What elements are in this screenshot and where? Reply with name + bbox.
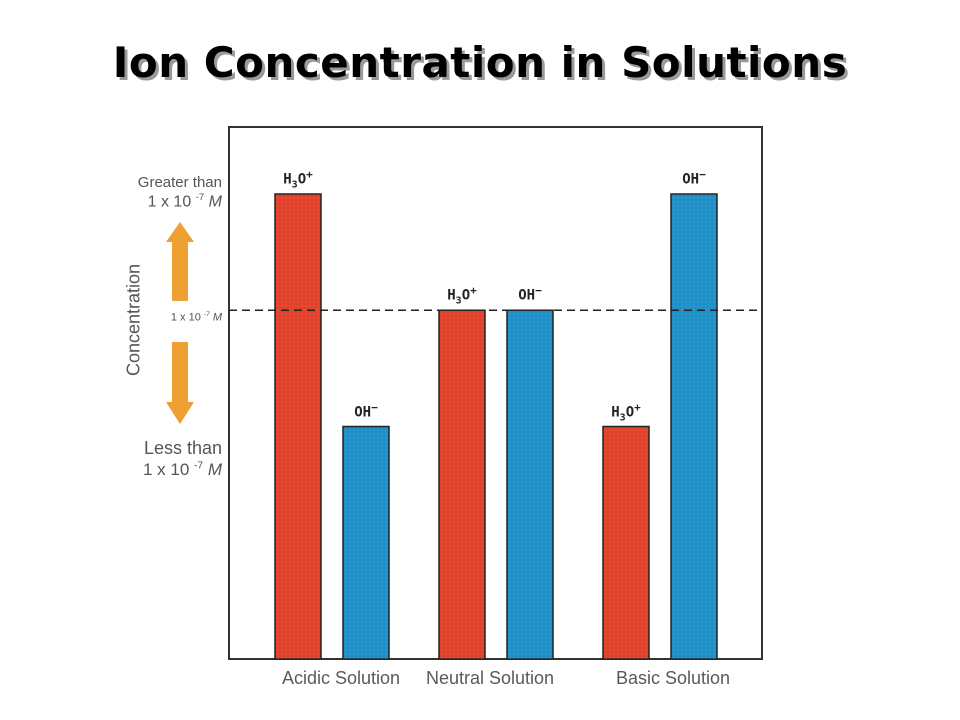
greater-than-exp: -7 <box>195 192 205 203</box>
middle-exp: -7 <box>203 311 210 318</box>
page-title: Ion Concentration in Solutions <box>112 38 848 87</box>
bar-texture-h3o-0 <box>275 194 321 659</box>
greater-than-text: Greater than <box>137 174 222 191</box>
bar-texture-oh-1 <box>507 310 553 659</box>
greater-than-unit: M <box>208 193 222 211</box>
less-than-base: 1 x 10 <box>142 460 190 479</box>
bar-texture-h3o-2 <box>603 426 649 659</box>
bar-label-h3o-2: H3O+ <box>611 400 641 423</box>
middle-unit: M <box>212 311 222 324</box>
bar-texture-oh-0 <box>343 426 389 659</box>
less-than-label: Less than 1 x 10 -7 M <box>100 438 222 480</box>
less-than-unit: M <box>207 460 222 479</box>
category-label-2: Basic Solution <box>615 668 731 688</box>
bar-texture-oh-2 <box>671 194 717 659</box>
less-than-exp: -7 <box>194 460 204 472</box>
greater-than-label: Greater than 1 x 10 -7 M <box>100 174 222 211</box>
bar-label-h3o-0: H3O+ <box>283 168 313 191</box>
middle-base: 1 x 10 <box>170 311 201 324</box>
bar-texture-h3o-1 <box>439 310 485 659</box>
bar-label-oh-1: OH− <box>518 284 542 304</box>
greater-than-base: 1 x 10 <box>147 193 192 211</box>
bar-label-oh-0: OH− <box>354 400 378 421</box>
bar-label-oh-2: OH− <box>682 168 706 188</box>
middle-label: 1 x 10 -7 M <box>120 311 222 324</box>
category-label-1: Neutral Solution <box>425 668 555 688</box>
bars-layer <box>274 193 718 660</box>
arrow-up-icon <box>166 222 194 301</box>
less-than-text: Less than <box>143 438 222 458</box>
arrow-down-icon <box>166 342 194 424</box>
category-label-0: Acidic Solution <box>281 668 401 688</box>
bar-label-h3o-1: H3O+ <box>447 284 477 307</box>
